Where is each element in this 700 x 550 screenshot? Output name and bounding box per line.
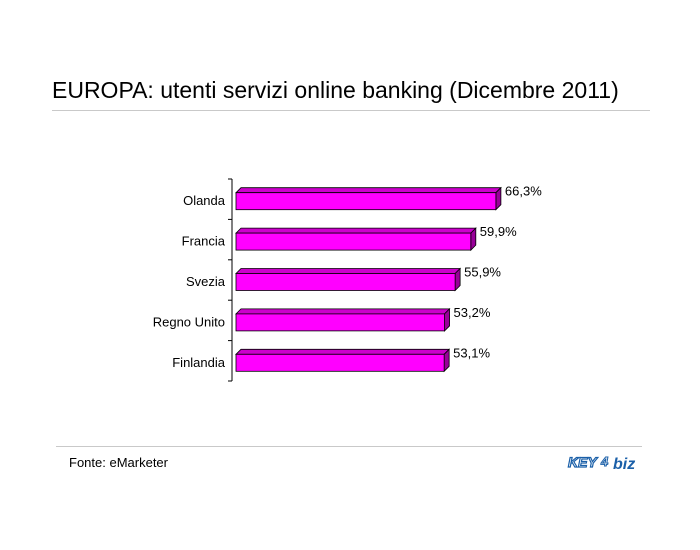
bar-top-face: [235, 308, 451, 315]
bar-top-face: [235, 348, 451, 355]
bar-front-face: [235, 273, 456, 291]
svg-text:biz: biz: [613, 456, 635, 473]
bar: [235, 267, 462, 292]
value-label: 53,1%: [453, 345, 490, 360]
value-label: 59,9%: [480, 224, 517, 239]
footer-divider: [56, 446, 642, 447]
bar-front-face: [235, 232, 472, 251]
key4biz-logo: KEY 4 biz: [567, 453, 635, 473]
bar-top-face: [235, 227, 477, 234]
category-label: Finlandia: [172, 355, 226, 370]
value-label: 66,3%: [505, 184, 542, 199]
bar-front-face: [235, 192, 497, 211]
source-note: Fonte: eMarketer: [69, 455, 168, 470]
category-label: Francia: [182, 234, 226, 249]
bar-front-face: [235, 353, 445, 372]
category-label: Svezia: [186, 274, 226, 289]
category-label: Olanda: [183, 193, 226, 208]
bar: [235, 186, 502, 211]
svg-text:4: 4: [600, 454, 609, 469]
category-label: Regno Unito: [153, 314, 225, 329]
bar: [235, 348, 451, 373]
value-label: 53,2%: [454, 305, 491, 320]
bar: [235, 227, 477, 252]
bar-front-face: [235, 313, 445, 332]
bar-top-face: [235, 268, 462, 274]
title-divider: [52, 110, 650, 111]
chart-title: EUROPA: utenti servizi online banking (D…: [52, 77, 619, 103]
svg-text:KEY: KEY: [568, 454, 598, 470]
bar-top-face: [235, 187, 502, 194]
bar: [235, 307, 451, 332]
value-label: 55,9%: [464, 265, 501, 280]
